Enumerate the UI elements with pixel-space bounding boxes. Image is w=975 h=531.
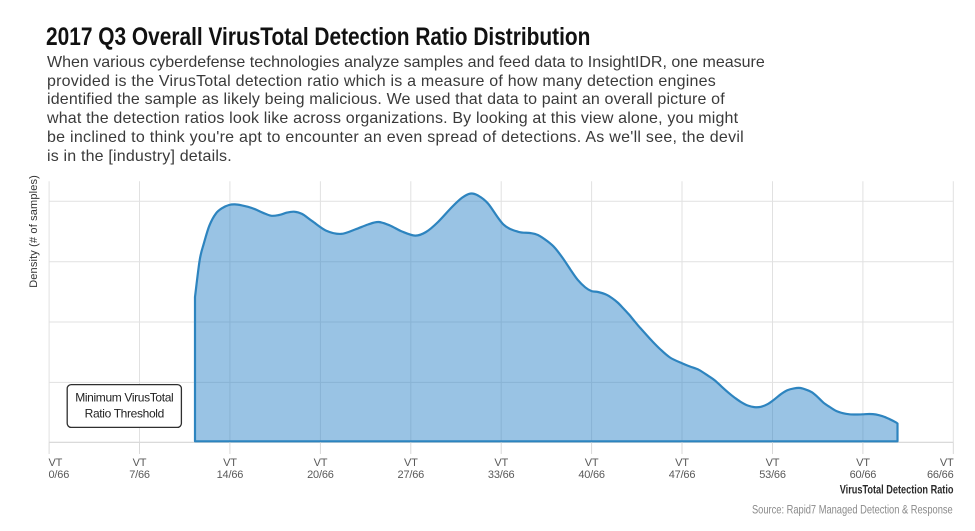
- svg-text:27/66: 27/66: [398, 469, 425, 481]
- svg-text:20/66: 20/66: [307, 469, 334, 481]
- svg-text:VirusTotal Detection Ratio: VirusTotal Detection Ratio: [840, 483, 954, 496]
- svg-text:47/66: 47/66: [669, 469, 696, 481]
- svg-text:VT: VT: [133, 457, 147, 469]
- svg-text:Ratio Threshold: Ratio Threshold: [85, 407, 164, 421]
- svg-text:14/66: 14/66: [217, 469, 244, 481]
- svg-text:0/66: 0/66: [49, 469, 70, 481]
- svg-text:VT: VT: [585, 457, 599, 469]
- svg-text:VT: VT: [494, 457, 508, 469]
- svg-text:Density (# of samples): Density (# of samples): [28, 175, 40, 288]
- svg-text:VT: VT: [856, 457, 870, 469]
- svg-text:Source: Rapid7 Managed Detecti: Source: Rapid7 Managed Detection & Respo…: [752, 503, 953, 516]
- svg-text:VT: VT: [223, 457, 237, 469]
- svg-text:VT: VT: [49, 457, 63, 469]
- svg-text:53/66: 53/66: [759, 469, 786, 481]
- svg-text:60/66: 60/66: [850, 469, 877, 481]
- svg-text:VT: VT: [675, 457, 689, 469]
- svg-text:VT: VT: [314, 457, 328, 469]
- svg-text:40/66: 40/66: [578, 469, 605, 481]
- svg-text:33/66: 33/66: [488, 469, 515, 481]
- svg-text:VT: VT: [940, 457, 954, 469]
- svg-text:66/66: 66/66: [927, 469, 954, 481]
- svg-text:VT: VT: [404, 457, 418, 469]
- svg-text:VT: VT: [766, 457, 780, 469]
- svg-text:7/66: 7/66: [129, 469, 150, 481]
- svg-text:Minimum VirusTotal: Minimum VirusTotal: [75, 391, 173, 405]
